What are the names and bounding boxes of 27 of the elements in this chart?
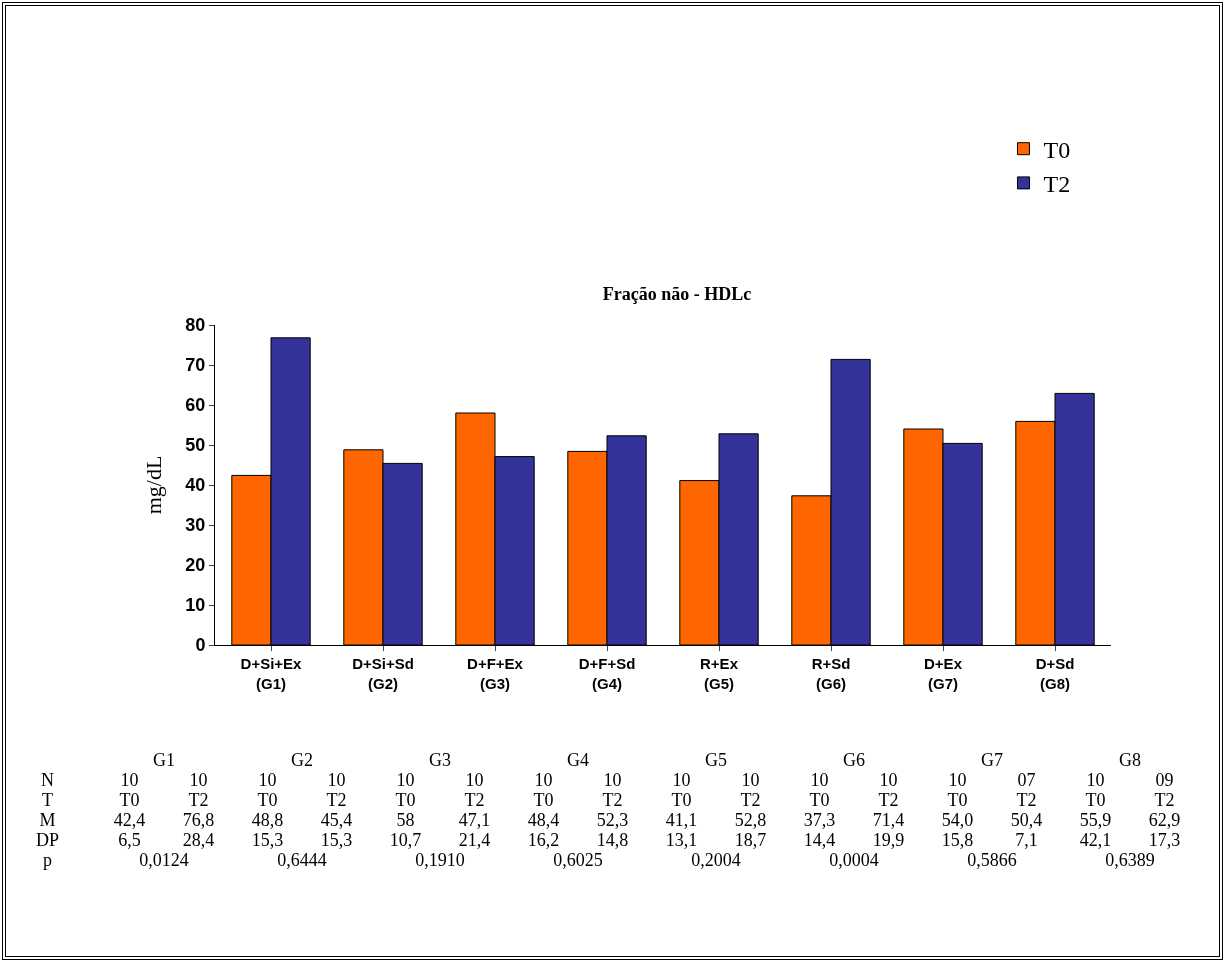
text: G1 G2 G3 G4 G5 G6 G7 G8 [153, 750, 1141, 770]
x-tick-label: D+Si+Ex (G1) [240, 655, 303, 692]
x-tick-label: R+Sd (G6) [811, 655, 851, 692]
text: DP 6,5 28,4 15,3 15,3 10,7 21,4 16,2 14,8 13,1 18,7 14,4 19,9 15,8 7,1 42,1 17,3 [35, 830, 1181, 850]
y-tick-label: 70 [185, 355, 206, 376]
legend-label: T0 [1043, 137, 1071, 164]
y-tick-label: 40 [185, 475, 206, 496]
y-tick-label: 80 [185, 315, 206, 336]
y-tick-label: 20 [185, 555, 206, 576]
text: T T0 T2 T0 T2 T0 T2 T0 T2 T0 T2 T0 T2 T0 T2 T0 T2 [42, 790, 1175, 810]
text: N 10 10 10 10 10 10 10 10 10 10 10 10 10 07 10 09 [41, 770, 1174, 790]
x-tick-label: R+Ex (G5) [700, 655, 739, 692]
y-tick-label: 10 [185, 595, 206, 616]
text: p 0,0124 0,6444 0,1910 0,6025 0,2004 0,0004 0,5866 0,6389 [43, 850, 1155, 870]
x-tick-label: D+Si+Sd (G2) [352, 655, 414, 692]
text: M 42,4 76,8 48,8 45,4 58 47,1 48,4 52,3 41,1 52,8 37,3 71,4 54,0 50,4 55,9 62,9 [39, 810, 1181, 830]
y-tick-label: 60 [185, 395, 206, 416]
legend-label: T2 [1043, 171, 1071, 198]
x-tick-label: D+F+Sd (G4) [578, 655, 636, 692]
x-tick-label: D+F+Ex (G3) [467, 655, 524, 692]
x-tick-label: D+Ex (G7) [924, 655, 963, 692]
x-tick-label: D+Sd (G8) [1035, 655, 1075, 692]
y-axis-title: mg/dL [141, 455, 166, 515]
y-tick-label: 0 [195, 635, 206, 656]
y-tick-label: 50 [185, 435, 206, 456]
y-tick-label: 30 [185, 515, 206, 536]
chart-title: Fração não - HDLc [602, 284, 752, 304]
